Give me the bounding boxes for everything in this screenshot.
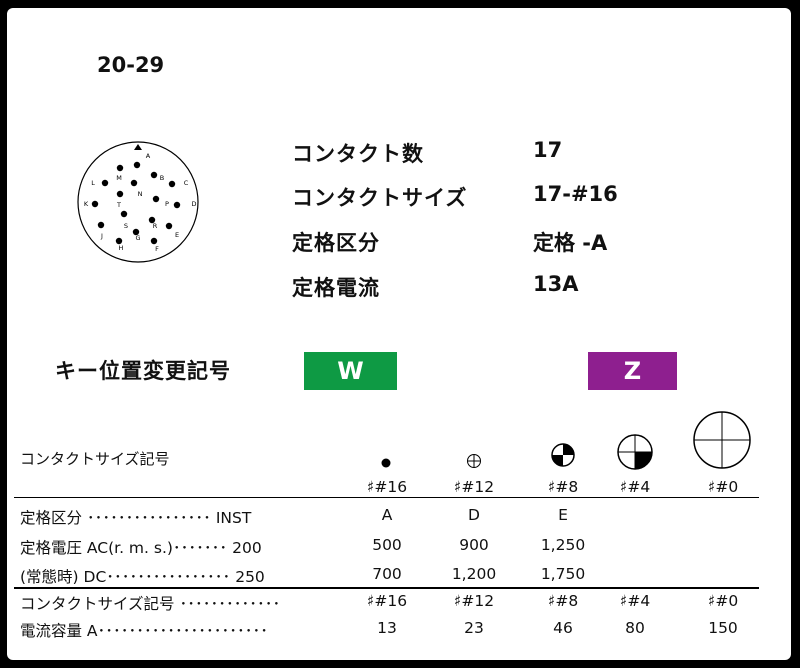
- pin-label-e: E: [175, 231, 179, 239]
- pin-label-r: R: [153, 222, 158, 230]
- ac-voltage-12: 900: [459, 536, 489, 554]
- table-rule-middle: [14, 587, 759, 589]
- dc-voltage-8: 1,750: [540, 565, 586, 583]
- size-header-0: ♯#0: [707, 478, 739, 496]
- size-header-16: ♯#16: [366, 478, 408, 496]
- key-badge-w: W: [304, 352, 397, 390]
- size-header-4: ♯#4: [619, 478, 651, 496]
- contact-pin-n: [130, 179, 138, 187]
- contact-pin-h: [115, 237, 123, 245]
- pin-label-h: H: [119, 244, 124, 252]
- contact-size-0: ♯#0: [707, 592, 739, 610]
- contact-arrangement-diagram: A B C D E F G H J K L M N P R S T: [77, 141, 199, 263]
- contact-pin-r: [148, 216, 156, 224]
- current-capacity-16: 13: [377, 619, 397, 637]
- insert-outline: [77, 141, 199, 263]
- table-rule-top: [14, 497, 759, 498]
- contact-pin-d: [173, 201, 181, 209]
- size-4-symbol: [617, 434, 653, 470]
- row-label-dc-voltage: (常態時) DC････････････････ 250: [20, 568, 265, 586]
- row-label-ac-voltage: 定格電圧 AC(r. m. s.)･･･････ 200: [20, 539, 262, 557]
- spec-value-contact-count: 17: [533, 138, 563, 162]
- pin-label-n: N: [138, 190, 143, 198]
- contact-size-symbols-caption: コンタクトサイズ記号: [20, 450, 170, 468]
- spec-label-rated-current: 定格電流: [292, 276, 380, 300]
- contact-pin-a: [133, 161, 141, 169]
- pin-label-j: J: [100, 232, 103, 240]
- contact-pin-e: [165, 222, 173, 230]
- contact-size-12: ♯#12: [453, 592, 495, 610]
- current-capacity-0: 150: [708, 619, 738, 637]
- contact-pin-p: [152, 195, 160, 203]
- contact-size-8: ♯#8: [547, 592, 579, 610]
- pin-label-s: S: [124, 222, 128, 230]
- pin-label-g: G: [135, 234, 140, 242]
- spec-value-contact-size: 17-#16: [533, 182, 618, 206]
- current-capacity-4: 80: [625, 619, 645, 637]
- size-header-8: ♯#8: [547, 478, 579, 496]
- contact-pin-m: [116, 164, 124, 172]
- pin-label-b: B: [160, 174, 164, 182]
- contact-size-symbols: [381, 411, 751, 470]
- key-position-label: キー位置変更記号: [55, 359, 231, 383]
- spec-label-contact-count: コンタクト数: [292, 142, 424, 166]
- current-capacity-8: 46: [553, 619, 573, 637]
- ac-voltage-8: 1,250: [540, 536, 586, 554]
- document-page: [7, 8, 791, 660]
- pin-label-f: F: [155, 245, 159, 253]
- contact-pin-j: [97, 221, 105, 229]
- contact-pin-g: [132, 228, 140, 236]
- rating-class-16: A: [381, 506, 393, 524]
- contact-pin-t: [116, 190, 124, 198]
- row-label-contact-size: コンタクトサイズ記号 ･････････････: [20, 595, 281, 613]
- pin-label-l: L: [91, 179, 95, 187]
- key-badge-z: Z: [588, 352, 677, 390]
- size-header-12: ♯#12: [453, 478, 495, 496]
- contact-pin-c: [168, 180, 176, 188]
- size-16-symbol: [381, 458, 391, 468]
- contact-pin-f: [150, 237, 158, 245]
- contact-size-4: ♯#4: [619, 592, 651, 610]
- current-capacity-12: 23: [464, 619, 484, 637]
- contact-pin-b: [150, 171, 158, 179]
- size-8-symbol: [551, 443, 575, 467]
- spec-label-rating-class: 定格区分: [292, 231, 380, 255]
- size-12-symbol: [467, 454, 481, 468]
- pin-label-a: A: [146, 152, 151, 160]
- contact-size-16: ♯#16: [366, 592, 408, 610]
- pin-label-k: K: [84, 200, 89, 208]
- contact-pin-s: [120, 210, 128, 218]
- contact-pin-l: [101, 179, 109, 187]
- dc-voltage-16: 700: [372, 565, 402, 583]
- pin-label-p: P: [165, 200, 169, 208]
- contact-pin-k: [91, 200, 99, 208]
- pin-label-t: T: [116, 201, 121, 209]
- row-label-rating-class: 定格区分 ････････････････ INST: [20, 509, 252, 527]
- size-0-symbol: [693, 411, 751, 469]
- row-label-current-capacity: 電流容量 A･･････････････････････: [20, 622, 269, 640]
- pin-label-m: M: [116, 174, 122, 182]
- key-marker-icon: [134, 144, 142, 150]
- pin-label-c: C: [184, 179, 189, 187]
- ac-voltage-16: 500: [372, 536, 402, 554]
- spec-value-rating-class: 定格 -A: [533, 231, 608, 255]
- rating-class-12: D: [468, 506, 480, 524]
- spec-label-contact-size: コンタクトサイズ: [292, 186, 468, 210]
- dc-voltage-12: 1,200: [451, 565, 497, 583]
- rating-class-8: E: [558, 506, 568, 524]
- model-number: 20-29: [97, 53, 165, 77]
- pin-label-d: D: [191, 200, 196, 208]
- spec-value-rated-current: 13A: [533, 272, 579, 296]
